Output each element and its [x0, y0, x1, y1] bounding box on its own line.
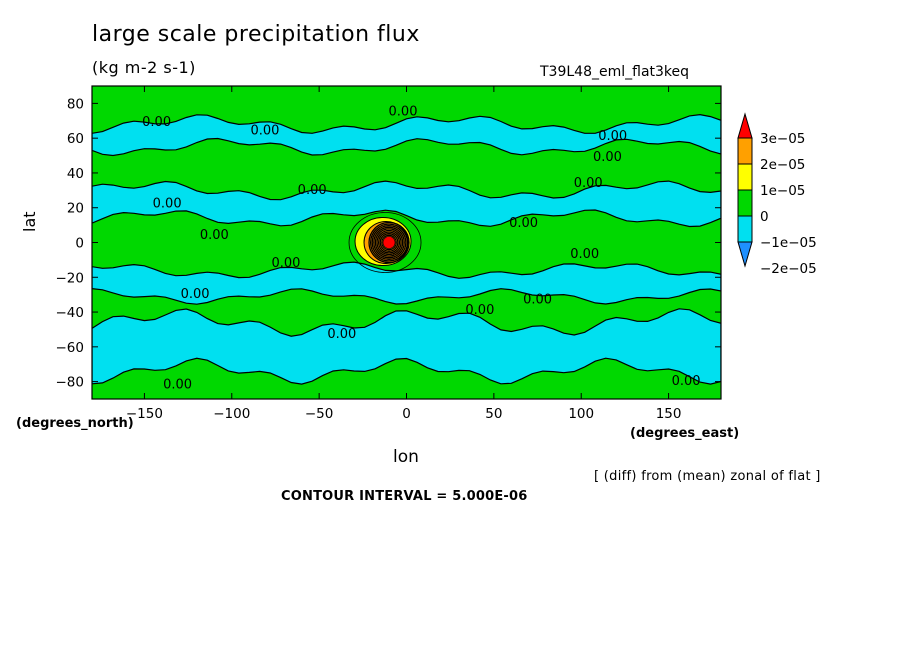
anomaly-contour-ring: [373, 226, 405, 259]
contour-label: 0.00: [593, 150, 622, 165]
colorbar-segment: [737, 189, 753, 217]
y-tick-label: −40: [56, 305, 85, 321]
y-tick-label: 60: [67, 131, 84, 147]
chart-units: (kg m-2 s-1): [92, 58, 196, 77]
anomaly-outer-contour: [348, 212, 422, 273]
anomaly-yellow-region: [354, 217, 412, 266]
band-south-high: [92, 308, 721, 385]
colorbar-label: 0: [760, 209, 769, 225]
colorbar: 3e−05 2e−05 1e−05 0 −1e−05 −2e−05: [737, 112, 817, 277]
contour-label: 0.00: [153, 197, 182, 212]
contour-label: 0.00: [327, 327, 356, 342]
anomaly-contour-ring: [368, 221, 410, 264]
colorbar-label: −1e−05: [760, 235, 817, 251]
contour-label: 0.00: [465, 303, 494, 318]
band-north-sub: [92, 180, 721, 228]
band-north-high: [92, 113, 721, 157]
anomaly-contour-ring: [382, 236, 396, 249]
anomaly-contour-ring: [376, 229, 402, 256]
anomaly-contour-ring: [371, 225, 407, 260]
colorbar-bottom-arrow: [737, 241, 753, 268]
contour-label: 0.00: [142, 115, 171, 130]
tick-layer: −150 −100 −50 0 50 100 150−80−60−40−2002040608…: [56, 86, 721, 422]
band-south-sub: [92, 261, 721, 305]
x-tick-label: −50: [305, 406, 334, 422]
y-tick-label: −80: [56, 375, 85, 391]
anomaly-contour-ring: [369, 223, 409, 262]
contour-label: 0.00: [298, 183, 327, 198]
run-id: T39L48_eml_flat3keq: [540, 64, 690, 80]
y-tick-label: 0: [75, 236, 84, 252]
field-background: [92, 86, 721, 399]
contour-label: 0.00: [200, 228, 229, 243]
chart-title: large scale precipitation flux: [92, 22, 420, 47]
colorbar-label: 1e−05: [760, 183, 805, 199]
contour-label: 0.00: [250, 124, 279, 139]
x-tick-label: 100: [568, 406, 594, 422]
anomaly-orange-region: [363, 221, 409, 264]
anomaly-contour-ring: [381, 234, 397, 251]
x-unit-note: (degrees_east): [630, 426, 740, 441]
colorbar-segment: [737, 137, 753, 165]
y-tick-label: −60: [56, 340, 85, 356]
x-tick-label: 50: [485, 406, 502, 422]
x-tick-label: 0: [402, 406, 411, 422]
y-unit-note: (degrees_north): [16, 416, 134, 431]
contour-label: 0.00: [598, 129, 627, 144]
colorbar-top-arrow: [737, 112, 753, 139]
contour-label: 0.00: [389, 105, 418, 120]
colorbar-label: −2e−05: [760, 261, 817, 277]
colorbar-label: 3e−05: [760, 131, 805, 147]
contour-label: 0.00: [523, 292, 552, 307]
contour-label: 0.00: [163, 378, 192, 393]
colorbar-label: 2e−05: [760, 157, 805, 173]
field-layer: 0.00 0.00 0.00 0.00 0.00 0.00 0.00 0.00 0.00 0.00…: [92, 86, 721, 399]
plot-frame: [91, 85, 722, 400]
x-tick-label: −100: [213, 406, 250, 422]
y-tick-label: 40: [67, 166, 84, 182]
contour-label: 0.00: [271, 256, 300, 271]
contour-label: 0.00: [181, 287, 210, 302]
contour-label: 0.00: [574, 176, 603, 191]
colorbar-segment: [737, 215, 753, 243]
y-tick-label: −20: [56, 270, 85, 286]
x-axis-label: lon: [393, 447, 419, 467]
anomaly-contour-ring: [377, 231, 401, 254]
x-tick-label: 150: [656, 406, 682, 422]
anomaly-peak-red: [382, 236, 396, 249]
y-axis-label: lat: [20, 211, 39, 232]
anomaly-contour-ring: [379, 233, 399, 252]
anomaly-contour-ring: [374, 228, 404, 257]
contour-label: 0.00: [570, 247, 599, 262]
contour-interval: CONTOUR INTERVAL = 5.000E-06: [281, 489, 528, 504]
contour-label: 0.00: [672, 374, 701, 389]
footnote: [ (diff) from (mean) zonal of flat ]: [594, 469, 821, 484]
colorbar-segment: [737, 163, 753, 191]
contour-label: 0.00: [509, 216, 538, 231]
y-tick-label: 20: [67, 201, 84, 217]
y-tick-label: 80: [67, 96, 84, 112]
